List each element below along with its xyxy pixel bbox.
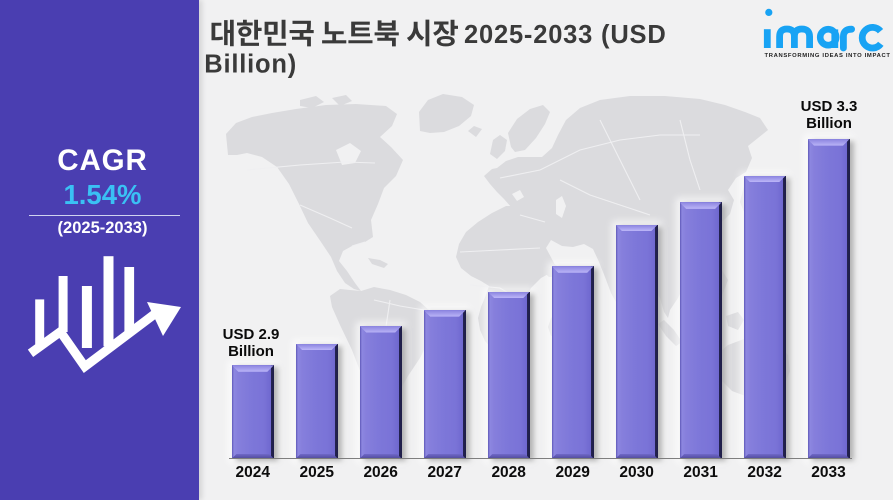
svg-text:2025-2033 (USD: 2025-2033 (USD (464, 21, 667, 49)
svg-text:TRANSFORMING IDEAS INTO IMPACT: TRANSFORMING IDEAS INTO IMPACT (765, 53, 891, 59)
svg-text:Billion): Billion) (204, 50, 297, 78)
